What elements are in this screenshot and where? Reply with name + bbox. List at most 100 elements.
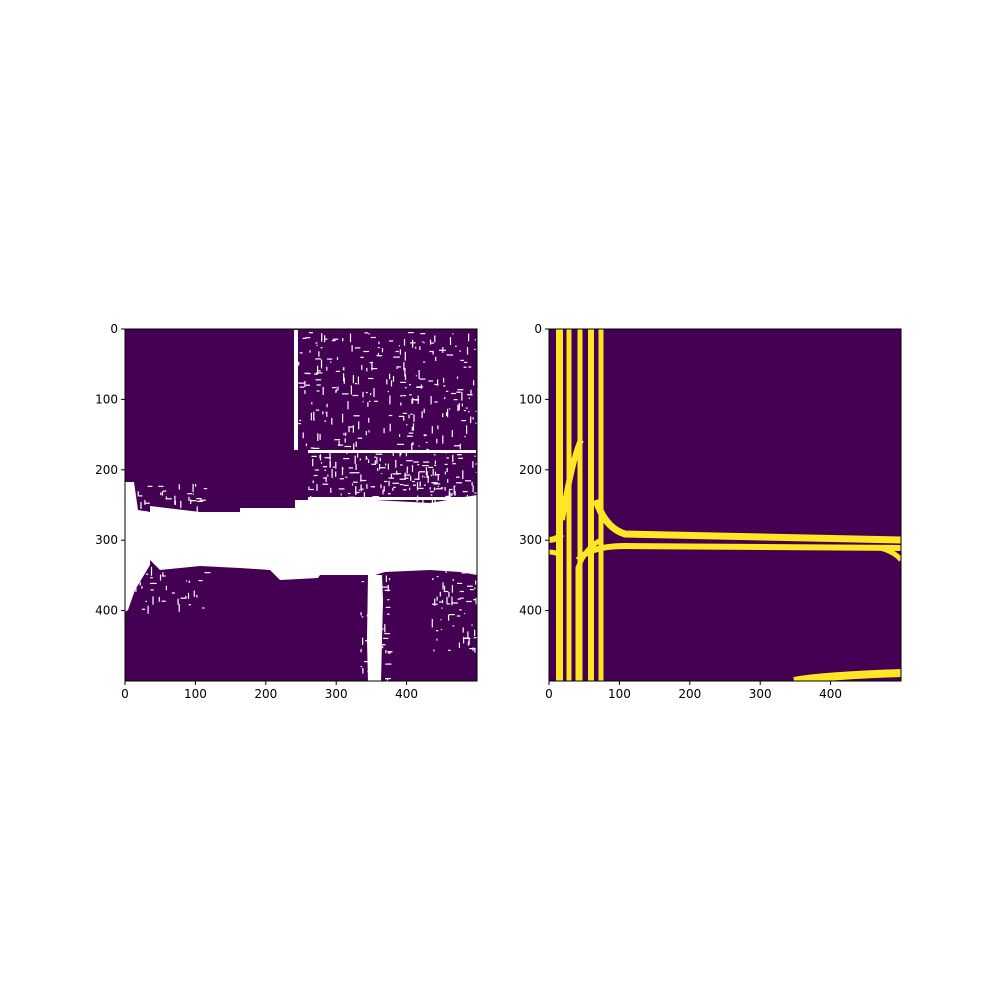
left-noise-speck	[400, 450, 401, 456]
left-noise-speck	[419, 370, 420, 379]
left-noise-speck	[204, 560, 209, 561]
left-noise-speck	[412, 399, 419, 400]
left-noise-speck	[462, 470, 463, 479]
left-noise-speck	[385, 664, 391, 665]
left-noise-speck	[135, 587, 136, 592]
left-noise-speck	[323, 466, 327, 467]
left-noise-speck	[323, 477, 327, 478]
left-noise-speck	[396, 366, 401, 367]
left-noise-speck	[476, 411, 481, 412]
left-noise-speck	[182, 526, 184, 527]
left-noise-speck	[204, 514, 208, 515]
left-noise-speck	[451, 597, 452, 606]
left-noise-speck	[447, 603, 450, 604]
left-noise-speck	[148, 606, 149, 614]
left-noise-speck	[316, 484, 317, 491]
left-noise-speck	[388, 651, 393, 652]
left-noise-speck	[326, 367, 327, 371]
left-noise-speck	[436, 630, 438, 631]
left-noise-speck	[464, 436, 465, 437]
left-noise-speck	[411, 443, 412, 451]
left-noise-speck	[392, 488, 393, 491]
left-noise-speck	[453, 579, 454, 581]
left-noise-speck	[374, 457, 376, 458]
left-noise-speck	[180, 501, 181, 508]
left-noise-speck	[467, 394, 473, 395]
left-noise-speck	[399, 416, 404, 417]
left-noise-speck	[424, 409, 425, 414]
left-noise-speck	[332, 340, 336, 341]
left-noise-speck	[370, 362, 374, 363]
left-noise-speck	[455, 346, 457, 347]
left-noise-speck	[454, 399, 458, 400]
left-noise-speck	[437, 425, 438, 429]
left-noise-speck	[409, 384, 411, 385]
left-noise-speck	[371, 583, 372, 586]
left-noise-speck	[345, 438, 346, 442]
left-noise-speck	[333, 467, 335, 468]
left-noise-speck	[298, 383, 305, 384]
left-noise-speck	[131, 572, 134, 573]
left-noise-speck	[397, 444, 404, 445]
left-noise-speck	[185, 596, 186, 599]
left-noise-speck	[353, 375, 354, 383]
left-noise-speck	[197, 556, 200, 557]
left-noise-speck	[368, 378, 373, 379]
left-noise-speck	[316, 379, 322, 380]
left-noise-speck	[447, 479, 448, 483]
y-tick-label: 100	[519, 392, 542, 406]
left-noise-speck	[166, 586, 167, 590]
left-noise-speck	[435, 497, 436, 505]
left-noise-speck	[466, 426, 467, 434]
left-noise-speck	[173, 559, 175, 560]
left-noise-speck	[413, 461, 419, 462]
left-noise-speck	[377, 499, 378, 507]
left-noise-speck	[405, 387, 407, 388]
left-noise-speck	[334, 439, 340, 440]
left-noise-speck	[449, 493, 450, 501]
left-noise-speck	[335, 462, 336, 469]
left-noise-speck	[387, 451, 389, 452]
left-noise-speck	[182, 511, 184, 512]
left-noise-speck	[305, 337, 310, 338]
left-noise-speck	[403, 489, 407, 490]
left-noise-speck	[399, 345, 400, 346]
left-noise-speck	[380, 484, 381, 488]
left-noise-speck	[160, 575, 161, 581]
left-noise-speck	[424, 434, 425, 436]
left-noise-speck	[330, 362, 331, 363]
left-noise-speck	[440, 619, 441, 620]
left-noise-speck	[404, 485, 409, 486]
left-noise-speck	[384, 428, 385, 433]
left-noise-speck	[442, 452, 443, 454]
left-noise-speck	[371, 368, 377, 369]
left-noise-speck	[175, 520, 179, 521]
left-noise-speck	[413, 414, 414, 422]
left-noise-speck	[358, 377, 359, 385]
left-noise-speck	[171, 560, 172, 562]
left-noise-speck	[179, 541, 183, 542]
left-noise-speck	[191, 548, 192, 549]
left-noise-speck	[464, 362, 467, 363]
left-noise-speck	[176, 557, 177, 559]
left-noise-speck	[374, 617, 381, 618]
left-noise-speck	[139, 519, 141, 520]
left-noise-speck	[165, 549, 172, 550]
left-noise-speck	[373, 388, 374, 397]
left-noise-speck	[162, 542, 166, 543]
left-noise-speck	[193, 484, 194, 492]
left-noise-speck	[397, 473, 402, 474]
left-noise-speck	[303, 338, 306, 339]
left-noise-speck	[327, 475, 328, 477]
left-noise-speck	[389, 396, 390, 405]
left-noise-speck	[452, 585, 453, 593]
left-noise-speck	[194, 544, 195, 545]
left-noise-speck	[475, 339, 476, 340]
left-noise-speck	[452, 463, 456, 464]
left-noise-speck	[468, 411, 469, 413]
left-noise-speck	[407, 468, 408, 474]
left-noise-speck	[455, 491, 456, 496]
left-noise-speck	[343, 433, 344, 435]
left-noise-speck	[360, 475, 361, 481]
